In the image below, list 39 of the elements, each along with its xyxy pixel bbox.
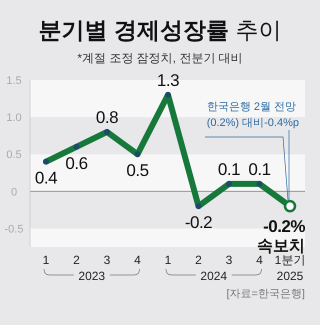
x-tick-label: 2 [73,253,80,267]
x-tick-label: 4 [256,253,264,267]
x-tick-label: 1 [42,253,50,267]
point [74,144,80,150]
text: 2024 [200,269,228,283]
data-label: 0.6 [65,154,88,173]
data-label: 1.3 [156,70,180,90]
data-label: 0.4 [34,168,58,188]
point [196,203,202,210]
data-label: -0.2 [184,213,212,232]
text: 2023 [78,269,106,283]
x-tick-label: 2 [195,253,202,267]
data-label: 0.8 [96,108,118,127]
x-tick-label: 3 [226,253,233,267]
x-tick-label: 1분기 [274,253,306,267]
chart-subtitle: *계절 조정 잠정치, 전분기 대비 [77,51,243,65]
y-tick-label: -0.5 [4,223,24,236]
point [165,92,171,98]
y-tick-label: 0 [10,186,18,198]
y-tick-label: 0.5 [6,149,22,162]
point [43,158,49,165]
point [104,128,110,135]
x-tick-label: 3 [104,253,111,267]
y-tick-label: 1.0 [6,112,22,124]
y-tick-label: 1.5 [6,75,22,87]
data-label: 0.5 [126,161,149,180]
text: 2025 [276,269,304,283]
point [226,180,232,187]
point [134,151,140,158]
x-tick-label: 4 [134,253,142,267]
text: [자료=한국은행] [226,288,305,300]
point [256,180,262,187]
data-label: 0.1 [248,160,271,179]
chart-title: 분기별 경제성장률 추이 [38,17,282,43]
annotation: 한국은행 2월 전망 (0.2%) 대비-0.4%p [206,101,299,129]
data-label: -0.2% [263,217,306,236]
annotation: 속보치 [257,238,305,256]
data-label: 0.1 [218,160,240,179]
x-tick-label: 1 [164,253,172,267]
